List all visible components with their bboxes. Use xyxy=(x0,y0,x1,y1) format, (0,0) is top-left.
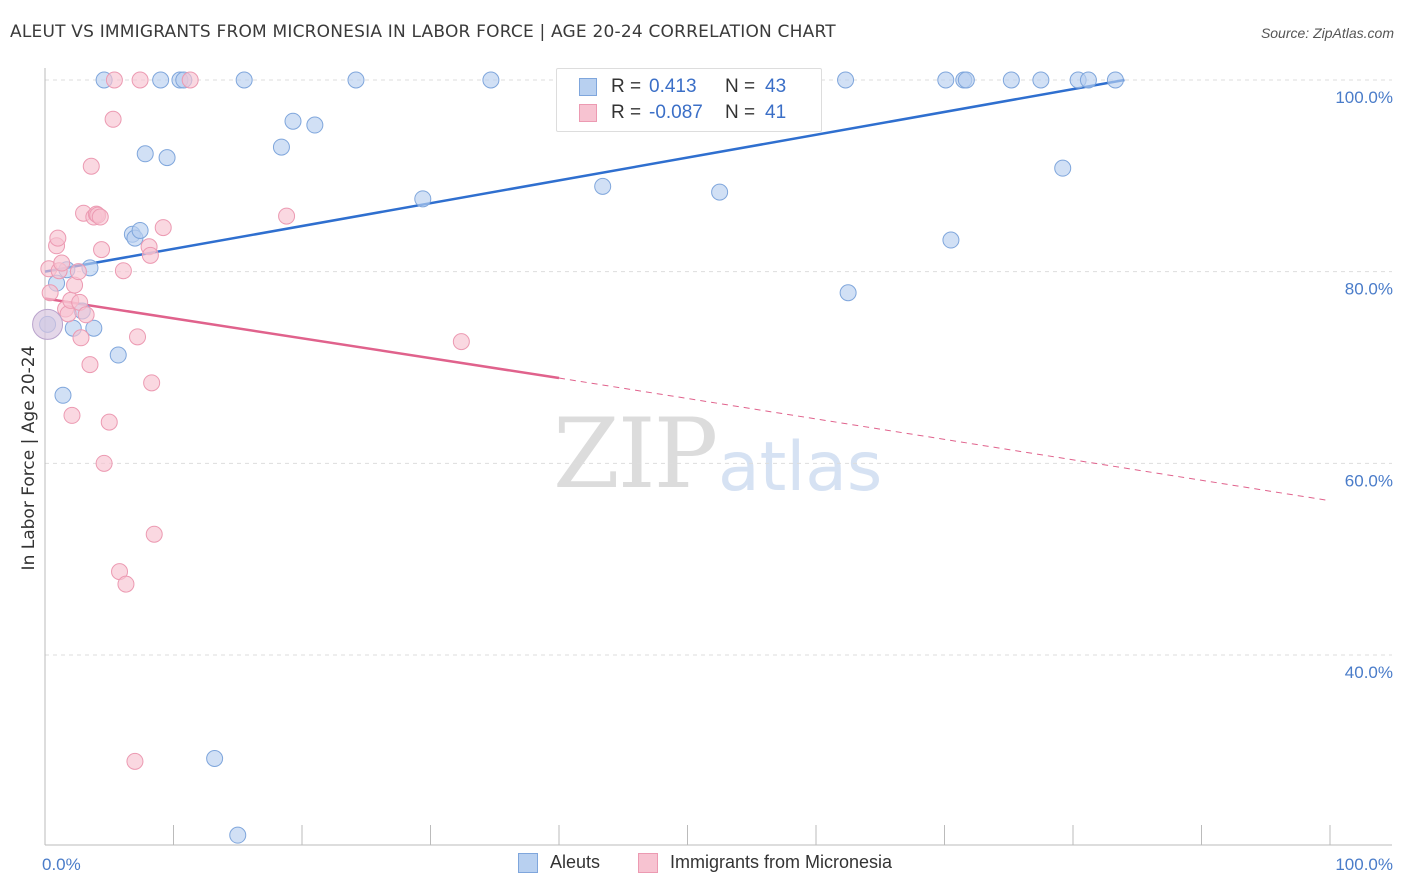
micronesia-legend-swatch xyxy=(638,852,658,873)
aleuts-point xyxy=(131,221,149,239)
n-value: 43 xyxy=(765,76,787,97)
y-axis-title: In Labor Force | Age 20-24 xyxy=(19,346,39,571)
aleuts-point xyxy=(594,177,612,195)
aleuts-point xyxy=(1106,71,1124,89)
micronesia-trend-line xyxy=(44,297,560,380)
micronesia-point xyxy=(93,241,111,259)
n-value: 41 xyxy=(765,102,787,123)
micronesia-point xyxy=(114,262,132,280)
trend-lines xyxy=(44,78,1331,502)
micronesia-trend-extension xyxy=(558,377,1331,502)
aleuts-point xyxy=(85,319,103,337)
aleuts-point xyxy=(284,112,302,130)
micronesia-point xyxy=(181,71,199,89)
micronesia-point xyxy=(278,207,296,225)
micronesia-point xyxy=(69,263,87,281)
r-value: -0.087 xyxy=(649,102,703,123)
legend-item-micronesia: Immigrants from Micronesia xyxy=(638,852,892,873)
y-tick-label: 40.0% xyxy=(1345,663,1393,682)
aleuts-point xyxy=(837,71,855,89)
aleuts-trend-line xyxy=(44,78,1125,273)
micronesia-point xyxy=(53,254,71,272)
micronesia-point xyxy=(72,329,90,347)
watermark-zip: ZIP xyxy=(553,398,718,510)
micronesia-point xyxy=(452,333,470,351)
n-label: N = xyxy=(725,102,756,123)
micronesia-point xyxy=(81,356,99,374)
watermark-atlas: atlas xyxy=(718,428,883,507)
axis-labels: 40.0% 60.0% 80.0% 100.0% 0.0% 100.0% In Labor … xyxy=(19,88,1393,874)
y-tick-label: 80.0% xyxy=(1345,280,1393,299)
y-tick-label: 100.0% xyxy=(1335,88,1393,107)
micronesia-legend-label: Immigrants from Micronesia xyxy=(670,852,893,872)
r-label: R = xyxy=(611,102,642,123)
aleuts-point xyxy=(1032,71,1050,89)
series-legend: Aleuts Immigrants from Micronesia xyxy=(0,852,1406,876)
aleuts-point xyxy=(942,231,960,249)
micronesia-point xyxy=(77,306,95,324)
aleuts-point xyxy=(937,71,955,89)
aleuts-point xyxy=(1054,159,1072,177)
aleuts-point xyxy=(158,149,176,167)
aleuts-legend-swatch xyxy=(518,852,538,873)
axes xyxy=(44,68,1392,846)
aleuts-point xyxy=(482,71,500,89)
aleuts-point xyxy=(206,750,224,767)
aleuts-legend-label: Aleuts xyxy=(550,852,601,872)
micronesia-point xyxy=(117,575,135,593)
micronesia-point xyxy=(154,219,172,237)
n-label: N = xyxy=(725,76,756,97)
aleuts-point xyxy=(957,71,975,89)
aleuts-swatch xyxy=(579,78,597,96)
aleuts-point xyxy=(272,138,290,156)
source-label: Source: ZipAtlas.com xyxy=(1260,25,1394,41)
micronesia-swatch xyxy=(579,104,597,122)
micronesia-point xyxy=(143,374,161,392)
x-tick-label: 100.0% xyxy=(1335,855,1393,874)
micronesia-point xyxy=(105,71,123,89)
legend-row-micronesia: R = -0.087 N = 41 xyxy=(579,101,786,125)
micronesia-point xyxy=(41,284,59,302)
aleuts-point xyxy=(839,284,857,302)
micronesia-point xyxy=(104,110,122,128)
micronesia-point xyxy=(145,525,163,543)
legend-row-aleuts: R = 0.413 N = 43 xyxy=(579,75,786,99)
aleuts-point xyxy=(152,71,170,89)
aleuts-point xyxy=(347,71,365,89)
micronesia-point xyxy=(129,328,147,346)
micronesia-point xyxy=(141,246,159,264)
cluster-point xyxy=(32,308,64,340)
micronesia-point xyxy=(126,752,144,770)
micronesia-point xyxy=(100,413,118,431)
micronesia-point xyxy=(49,229,67,247)
y-tick-label: 60.0% xyxy=(1345,471,1393,490)
aleuts-point xyxy=(109,346,127,364)
micronesia-point xyxy=(131,71,149,89)
aleuts-point xyxy=(1002,71,1020,89)
r-value: 0.413 xyxy=(649,76,697,97)
aleuts-point xyxy=(229,826,247,844)
micronesia-point xyxy=(91,208,109,226)
aleuts-point xyxy=(1079,71,1097,89)
aleuts-point xyxy=(136,145,154,163)
chart-title: ALEUT VS IMMIGRANTS FROM MICRONESIA IN L… xyxy=(10,22,836,42)
correlation-legend: R = 0.413 N = 43 R = -0.087 N = 41 xyxy=(556,68,822,132)
aleuts-point xyxy=(54,386,72,404)
aleuts-point xyxy=(235,71,253,89)
aleuts-point xyxy=(711,183,729,201)
aleuts-point xyxy=(306,116,324,134)
aleuts-point xyxy=(414,190,432,208)
x-tick-label: 0.0% xyxy=(42,855,81,874)
micronesia-point xyxy=(82,157,100,175)
grid-lines xyxy=(45,79,1392,656)
micronesia-point xyxy=(95,454,113,472)
legend-item-aleuts: Aleuts xyxy=(518,852,600,873)
data-points xyxy=(32,71,1124,844)
r-label: R = xyxy=(611,76,642,97)
micronesia-point xyxy=(63,406,81,424)
